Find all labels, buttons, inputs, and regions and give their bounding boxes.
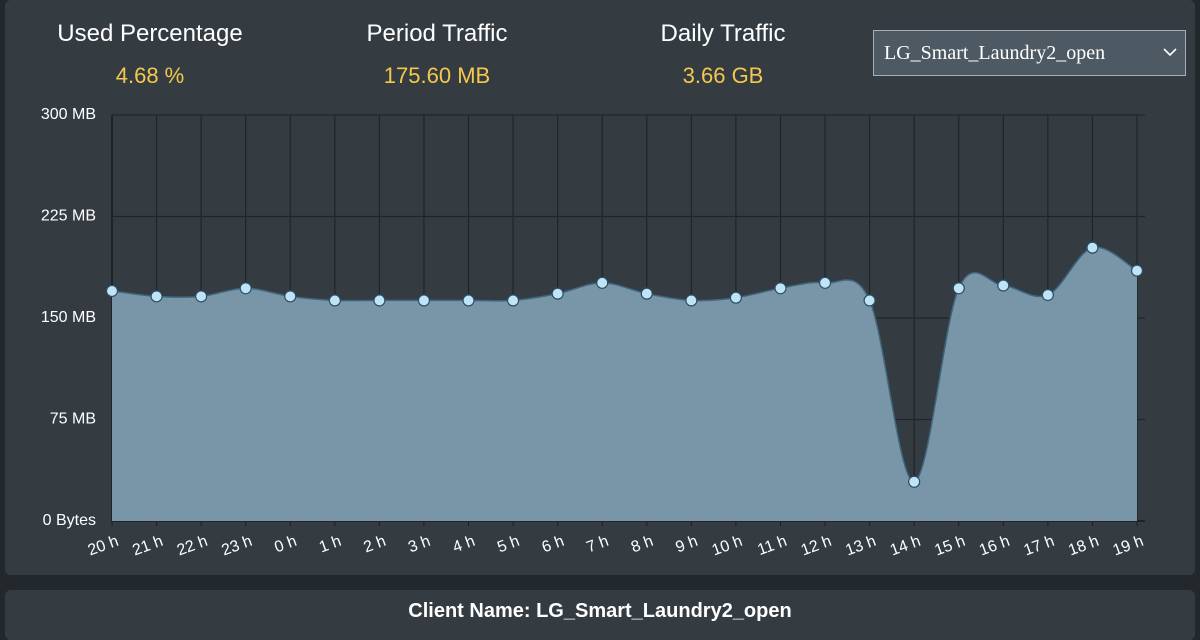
x-tick-label: 23 h xyxy=(219,533,254,560)
x-tick-label: 8 h xyxy=(629,533,656,557)
stat: Used Percentage 4.68 % xyxy=(20,20,280,89)
x-tick-label: 10 h xyxy=(710,533,745,560)
x-tick-label: 16 h xyxy=(977,533,1012,560)
point xyxy=(551,287,564,300)
x-tick-label: 12 h xyxy=(799,533,834,560)
stat-label: Used Percentage xyxy=(57,20,243,47)
chevron xyxy=(1163,48,1177,57)
point xyxy=(818,276,832,289)
x-tick-label: 9 h xyxy=(673,533,700,557)
x-tick-label: 15 h xyxy=(932,533,967,560)
point xyxy=(596,276,609,289)
point xyxy=(284,290,297,303)
point xyxy=(105,284,119,298)
client-name: Client Name: LG_Smart_Laundry2_open xyxy=(408,600,792,622)
x-tick-label: 21 h xyxy=(130,533,165,560)
point xyxy=(373,294,386,307)
point xyxy=(462,294,475,307)
point xyxy=(729,291,743,304)
y-tick-label: 300 MB xyxy=(41,106,96,123)
y-tick-label: 225 MB xyxy=(41,208,96,225)
y-tick-label: 75 MB xyxy=(50,411,96,428)
point xyxy=(239,282,252,295)
point xyxy=(863,294,876,307)
point xyxy=(640,287,653,300)
x-tick-label: 11 h xyxy=(755,533,789,559)
point xyxy=(1041,288,1054,302)
stat-value: 3.66 GB xyxy=(682,63,764,88)
stat: Daily Traffic 3.66 GB xyxy=(593,20,853,89)
stat-label: Period Traffic xyxy=(366,20,508,47)
client-dropdown[interactable]: LG_Smart_Laundry2_open xyxy=(873,30,1186,76)
x-tick-label: 13 h xyxy=(843,533,878,560)
x-tick-label: 18 h xyxy=(1066,533,1101,560)
point xyxy=(150,290,163,303)
x-tick-label: 4 h xyxy=(451,533,478,557)
x-tick-label: 19 h xyxy=(1111,533,1146,560)
point xyxy=(1130,264,1144,277)
stat-label: Daily Traffic xyxy=(660,20,786,47)
y-tick-label: 0 Bytes xyxy=(43,512,96,529)
x-tick-label: 1 h xyxy=(317,533,344,557)
area xyxy=(112,247,1137,521)
point xyxy=(1086,241,1099,254)
x-tick-label: 3 h xyxy=(406,533,433,557)
x-tick-label: 17 h xyxy=(1022,533,1057,560)
y-tick-label: 150 MB xyxy=(41,309,96,326)
x-tick-label: 0 h xyxy=(272,533,299,557)
stat-value: 175.60 MB xyxy=(383,63,491,88)
x-tick-label: 7 h xyxy=(584,533,611,557)
x-tick-label: 20 h xyxy=(86,533,121,560)
x-tick-label: 6 h xyxy=(540,533,567,557)
point xyxy=(195,290,208,303)
point xyxy=(685,294,698,307)
stat-value: 4.68 % xyxy=(115,63,185,88)
x-tick-label: 14 h xyxy=(888,533,923,560)
x-tick-label: 2 h xyxy=(361,533,388,557)
x-tick-label: 22 h xyxy=(175,533,210,560)
point xyxy=(328,294,341,307)
dropdown-value: LG_Smart_Laundry2_open xyxy=(884,42,1106,64)
x-tick-label: 5 h xyxy=(495,533,522,557)
point xyxy=(997,279,1010,292)
chart: 0 Bytes 75 MB 150 MB 225 MB 300 MB 20 h 21 h 22… xyxy=(41,106,1146,560)
point xyxy=(774,282,787,295)
stat: Period Traffic 175.60 MB xyxy=(307,20,567,89)
point xyxy=(417,294,431,307)
point xyxy=(908,475,921,488)
point xyxy=(952,282,965,295)
point xyxy=(506,294,520,307)
